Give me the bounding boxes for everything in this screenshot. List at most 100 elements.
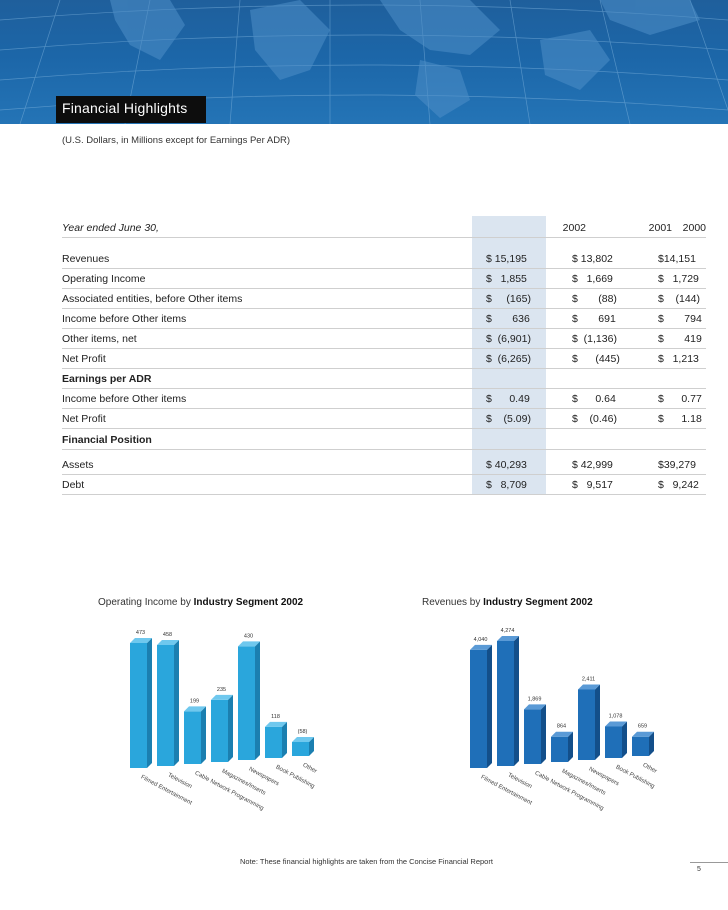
value-2000: $14,151	[658, 253, 696, 265]
category-label: Television	[167, 772, 193, 790]
table-row: Net Profit $ (5.09) $ (0.46) $ 1.18	[62, 409, 706, 429]
table-row: Debt $ 8,709 $ 9,517 $ 9,242	[62, 475, 706, 495]
section-heading-eps: Earnings per ADR	[62, 369, 706, 389]
value-2000: $ 1,213	[658, 353, 699, 365]
bar-television	[157, 639, 179, 766]
page-title: Financial Highlights	[62, 100, 188, 116]
row-divider	[62, 288, 706, 289]
row-divider	[62, 308, 706, 309]
table-row: Associated entities, before Other items …	[62, 289, 706, 309]
table-row: Revenues $ 15,195 $ 13,802 $14,151	[62, 249, 706, 269]
year-label: Year ended June 30,	[62, 222, 159, 234]
footer-note: Note: These financial highlights are tak…	[240, 857, 493, 866]
bar-television	[497, 636, 519, 766]
bar-filmed-entertainment	[130, 638, 152, 768]
row-divider	[62, 268, 706, 269]
row-label: Income before Other items	[62, 393, 187, 405]
table-row: Income before Other items $ 0.49 $ 0.64 …	[62, 389, 706, 409]
bar-other	[292, 737, 314, 756]
bar-book-publishing	[265, 721, 287, 758]
row-divider	[62, 408, 706, 409]
bar-newspapers	[238, 641, 260, 760]
data-label: 659	[638, 724, 647, 730]
row-label: Income before Other items	[62, 313, 187, 325]
table-row: Net Profit $ (6,265) $ (445) $ 1,213	[62, 349, 706, 369]
value-2002: $ 1,855	[486, 273, 527, 285]
operating-income-chart-title: Operating Income by Industry Segment 200…	[98, 597, 304, 608]
table-row: Assets $ 40,293 $ 42,999 $39,279	[62, 455, 706, 475]
value-2000: $ 794	[658, 313, 702, 325]
section-label: Financial Position	[62, 434, 152, 446]
year-2001: 2001	[648, 222, 672, 234]
page-number-rule	[690, 862, 728, 863]
value-2001: $ 13,802	[572, 253, 613, 265]
category-label: Filmed Entertainment	[140, 774, 193, 806]
data-label: 1,869	[528, 696, 542, 702]
row-label: Operating Income	[62, 273, 146, 285]
value-2002: $ 40,293	[486, 459, 527, 471]
value-2001: $ 691	[572, 313, 616, 325]
row-divider	[62, 328, 706, 329]
data-label: 864	[557, 724, 566, 730]
row-divider	[62, 428, 706, 429]
value-2000: $ 9,242	[658, 479, 699, 491]
bar-magazines-inserts	[211, 694, 233, 762]
row-divider	[62, 348, 706, 349]
value-2000: $ 1.18	[658, 413, 702, 425]
value-2002: $ 8,709	[486, 479, 527, 491]
value-2000: $ 1,729	[658, 273, 699, 285]
category-label: Other	[302, 762, 318, 774]
data-label: 4,040	[474, 637, 488, 643]
bar-other	[632, 731, 654, 756]
bar-cable-network-programming	[184, 706, 206, 764]
category-label: Filmed Entertainment	[480, 774, 533, 806]
value-2000: $ 0.77	[658, 393, 702, 405]
row-label: Associated entities, before Other items	[62, 293, 243, 305]
row-divider	[62, 388, 706, 389]
category-label: Television	[507, 772, 533, 790]
value-2001: $ 1,669	[572, 273, 613, 285]
data-label: 199	[190, 698, 199, 704]
category-label: Other	[642, 762, 658, 774]
row-label: Revenues	[62, 253, 110, 265]
table-row: Income before Other items $ 636 $ 691 $ …	[62, 309, 706, 329]
value-2001: $ (0.46)	[572, 413, 617, 425]
value-2002: $ 15,195	[486, 253, 527, 265]
data-label: 2,411	[582, 676, 595, 682]
title-box	[56, 96, 206, 123]
revenues-chart-title: Revenues by Industry Segment 2002	[422, 597, 593, 608]
row-divider	[62, 449, 706, 450]
data-label: 118	[271, 714, 280, 720]
data-label: 235	[217, 687, 226, 693]
value-2002: $ (5.09)	[486, 413, 531, 425]
value-2001: $ 0.64	[572, 393, 616, 405]
value-2002: $ 0.49	[486, 393, 530, 405]
row-label: Debt	[62, 479, 85, 491]
bar-cable-network-programming	[524, 704, 546, 764]
row-label: Assets	[62, 459, 94, 471]
row-divider	[62, 494, 706, 495]
section-heading-position: Financial Position	[62, 430, 706, 450]
value-2002: $ (6,265)	[486, 353, 531, 365]
value-2002: $ (165)	[486, 293, 531, 305]
value-2001: $ 42,999	[572, 459, 613, 471]
row-label: Other items, net	[62, 333, 137, 345]
row-label: Net Profit	[62, 413, 106, 425]
highlight-column-2002	[472, 216, 546, 494]
page-subtitle: (U.S. Dollars, in Millions except for Ea…	[62, 135, 291, 146]
table-row: Operating Income $ 1,855 $ 1,669 $ 1,729	[62, 269, 706, 289]
data-label: 1,078	[609, 713, 623, 719]
data-label: 4,274	[501, 628, 515, 634]
bar-magazines-inserts	[551, 731, 573, 762]
value-2001: $ 9,517	[572, 479, 613, 491]
row-label: Net Profit	[62, 353, 106, 365]
data-label: (58)	[298, 729, 308, 735]
value-2001: $ (445)	[572, 353, 620, 365]
table-row: Other items, net $ (6,901) $ (1,136) $ 4…	[62, 329, 706, 349]
value-2002: $ (6,901)	[486, 333, 531, 345]
value-2000: $39,279	[658, 459, 696, 471]
revenues-chart: 4,040 Filmed Entertainment 4,274 Television…	[470, 628, 658, 812]
world-map-graphic	[0, 0, 728, 124]
value-2001: $ (88)	[572, 293, 617, 305]
